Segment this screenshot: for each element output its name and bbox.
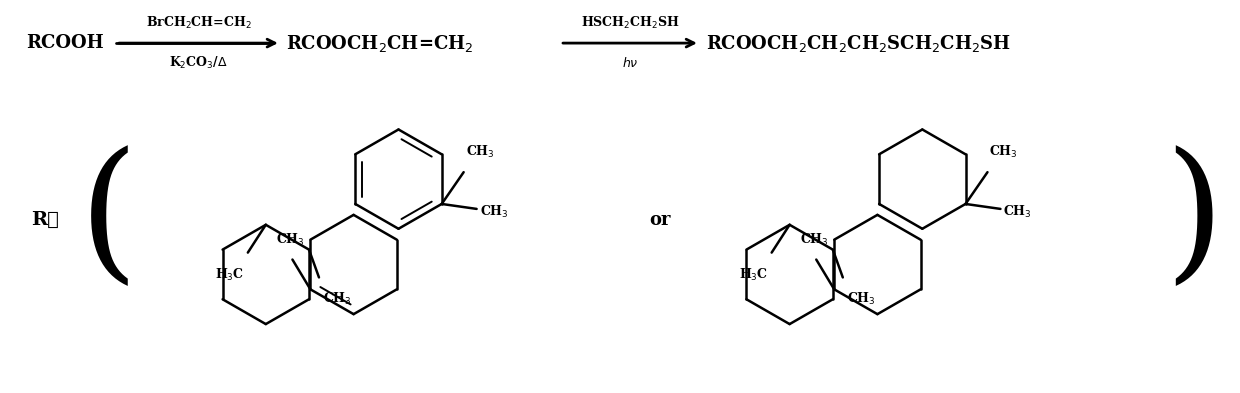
- Text: CH$_3$: CH$_3$: [800, 231, 828, 248]
- Text: RCOOCH$_2$CH=CH$_2$: RCOOCH$_2$CH=CH$_2$: [285, 33, 474, 53]
- Text: (: (: [79, 146, 139, 294]
- Text: R为: R为: [31, 211, 60, 229]
- Text: or: or: [650, 211, 671, 229]
- Text: CH$_3$: CH$_3$: [1003, 204, 1032, 220]
- Text: CH$_3$: CH$_3$: [990, 144, 1018, 160]
- Text: CH$_3$: CH$_3$: [322, 291, 352, 307]
- Text: H$_3$C: H$_3$C: [739, 266, 768, 283]
- Text: ): ): [1164, 146, 1224, 294]
- Text: K$_2$CO$_3$/$\Delta$: K$_2$CO$_3$/$\Delta$: [169, 55, 228, 71]
- Text: RCOOCH$_2$CH$_2$CH$_2$SCH$_2$CH$_2$SH: RCOOCH$_2$CH$_2$CH$_2$SCH$_2$CH$_2$SH: [706, 33, 1011, 53]
- Text: HSCH$_2$CH$_2$SH: HSCH$_2$CH$_2$SH: [580, 15, 680, 31]
- Text: CH$_3$: CH$_3$: [466, 144, 495, 160]
- Text: H$_3$C: H$_3$C: [215, 266, 244, 283]
- Text: BrCH$_2$CH=CH$_2$: BrCH$_2$CH=CH$_2$: [145, 15, 252, 31]
- Text: CH$_3$: CH$_3$: [480, 204, 508, 220]
- Text: CH$_3$: CH$_3$: [277, 231, 305, 248]
- Text: RCOOH: RCOOH: [26, 34, 104, 52]
- Text: $h\nu$: $h\nu$: [621, 56, 639, 70]
- Text: CH$_3$: CH$_3$: [847, 291, 875, 307]
